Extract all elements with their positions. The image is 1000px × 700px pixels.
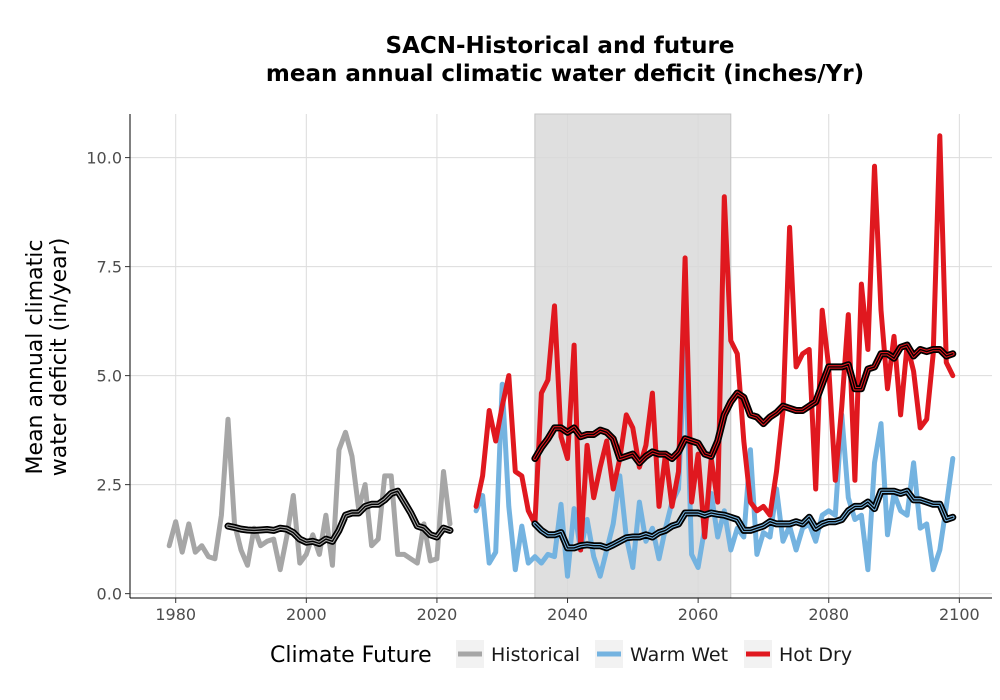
y-tick-label: 0.0 — [97, 585, 122, 604]
y-axis-label-line-2: water deficit (in/year) — [47, 238, 72, 477]
y-tick-label: 5.0 — [97, 367, 122, 386]
y-tick-label: 2.5 — [97, 476, 122, 495]
trend-line-warm-wet-smooth — [534, 490, 954, 549]
series-line-hot-dry — [473, 133, 956, 553]
trend-outline-historical-smooth — [224, 487, 454, 547]
legend-title: Climate Future — [270, 643, 432, 668]
chart-title-line-2: mean annual climatic water deficit (inch… — [266, 61, 864, 87]
legend-label-historical: Historical — [491, 644, 580, 666]
x-tick-label: 2080 — [808, 605, 849, 624]
y-tick-label: 7.5 — [97, 258, 122, 277]
x-tick-label: 2060 — [678, 605, 719, 624]
x-tick-label: 2040 — [547, 605, 588, 624]
y-axis-label-line-1: Mean annual climatic — [23, 240, 48, 475]
x-tick-label: 2100 — [939, 605, 980, 624]
shaded-period — [534, 113, 732, 599]
x-tick-label: 2000 — [286, 605, 327, 624]
trend-line-historical-smooth — [227, 490, 451, 545]
chart-title-line-1: SACN-Historical and future — [386, 33, 735, 59]
x-tick-label: 2020 — [417, 605, 458, 624]
legend: Climate Future Historical Warm Wet Hot Dry — [270, 640, 852, 668]
legend-label-hot-dry: Hot Dry — [779, 644, 852, 666]
plot-area: 1980 2000 2020 2040 2060 2080 2100 0.0 2.5 5.0 7.5… — [86, 113, 992, 624]
legend-label-warm-wet: Warm Wet — [630, 644, 728, 666]
trend-line-hot-dry-smooth — [534, 344, 954, 464]
series-line-historical — [166, 416, 453, 573]
x-tick-label: 1980 — [155, 605, 196, 624]
y-tick-label: 10.0 — [86, 149, 122, 168]
